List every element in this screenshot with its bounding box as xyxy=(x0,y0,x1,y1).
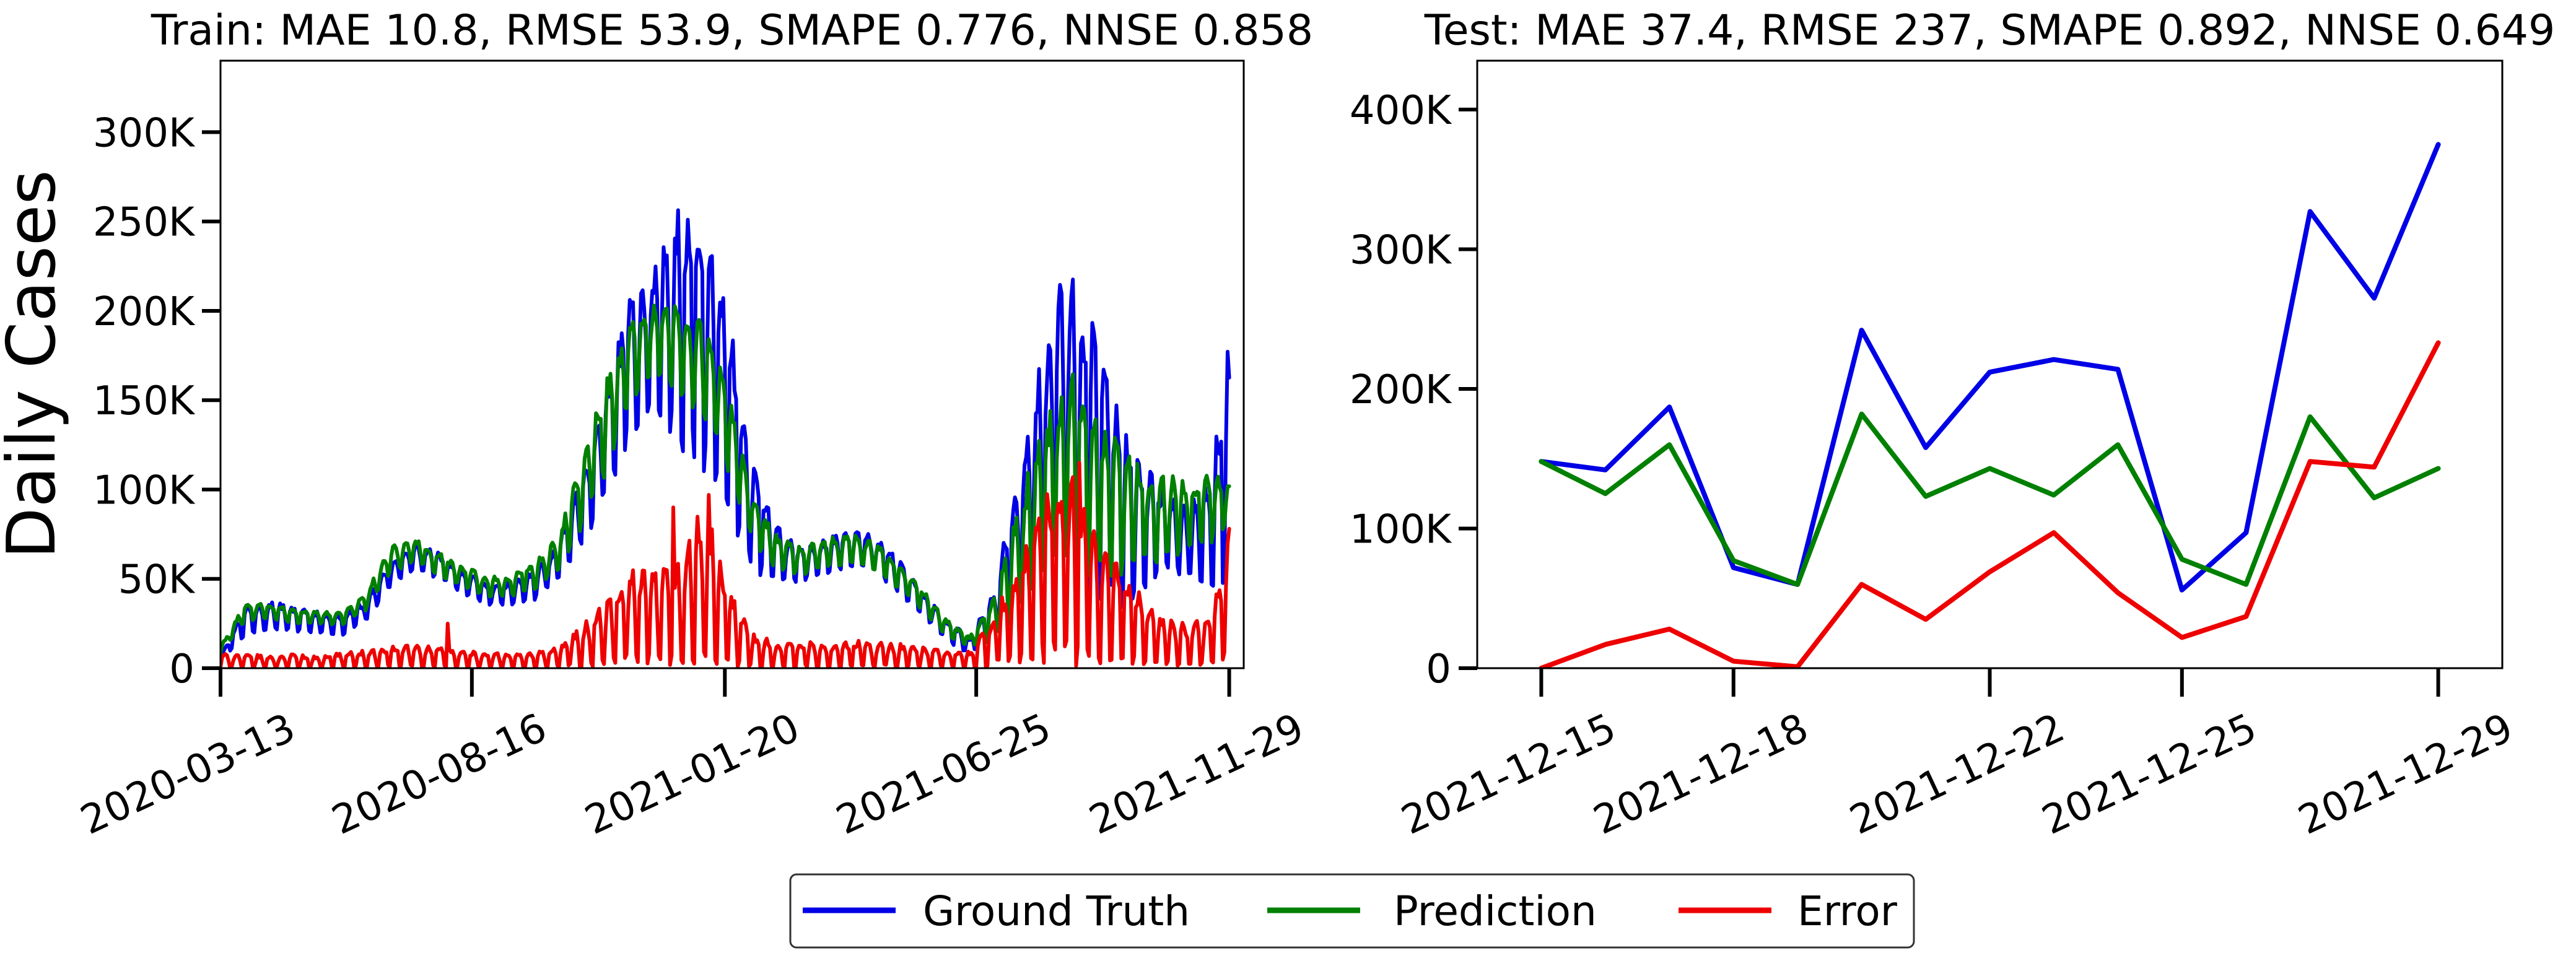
legend-label-prediction: Prediction xyxy=(1394,887,1597,935)
test-ytick-label: 100K xyxy=(1350,507,1452,552)
legend: Ground Truth Prediction Error xyxy=(789,873,1915,949)
test-title: Test: MAE 37.4, RMSE 237, SMAPE 0.892, N… xyxy=(1424,6,2556,55)
train-ytick-label: 100K xyxy=(93,468,196,513)
train-frame xyxy=(219,59,1245,669)
test-xtick-label: 2021-12-18 xyxy=(1587,705,1815,843)
test-ytick-label: 400K xyxy=(1350,88,1452,134)
test-xtick-label: 2021-12-25 xyxy=(2035,705,2263,843)
test-xtick-label: 2021-12-15 xyxy=(1395,705,1623,843)
train-xtick-label: 2021-11-29 xyxy=(1083,705,1311,843)
test-xtick-label: 2021-12-29 xyxy=(2292,705,2520,843)
legend-label-ground-truth: Ground Truth xyxy=(923,887,1190,935)
test-series-layer xyxy=(1539,142,2441,668)
train-series-error xyxy=(220,461,1231,668)
train-ytick-label: 0 xyxy=(169,647,194,692)
train-ytick-label: 250K xyxy=(93,200,196,246)
train-y-axis-label: Daily Cases xyxy=(0,170,71,559)
train-panel: Train: MAE 10.8, RMSE 53.9, SMAPE 0.776,… xyxy=(0,6,1313,844)
train-ytick-label: 150K xyxy=(93,378,196,424)
test-frame xyxy=(1476,59,2504,669)
test-series-prediction xyxy=(1539,411,2441,587)
test-ytick-label: 0 xyxy=(1426,647,1451,692)
train-series-layer xyxy=(220,208,1231,668)
test-ytick-label: 300K xyxy=(1350,227,1452,273)
test-xtick-label: 2021-12-22 xyxy=(1843,705,2071,843)
legend-label-error: Error xyxy=(1797,887,1898,935)
train-title: Train: MAE 10.8, RMSE 53.9, SMAPE 0.776,… xyxy=(151,6,1313,55)
test-ytick-label: 200K xyxy=(1350,367,1452,413)
test-series-error xyxy=(1539,340,2441,668)
train-xtick-label: 2021-06-25 xyxy=(830,705,1058,843)
train-ytick-label: 200K xyxy=(93,289,196,335)
train-ytick-label: 300K xyxy=(93,110,196,156)
test-panel: Test: MAE 37.4, RMSE 237, SMAPE 0.892, N… xyxy=(1350,6,2555,844)
train-series-prediction xyxy=(220,303,1231,656)
train-series-ground-truth xyxy=(220,208,1231,663)
train-xtick-label: 2020-08-16 xyxy=(325,705,553,843)
train-ytick-label: 50K xyxy=(118,557,196,603)
train-xtick-label: 2020-03-13 xyxy=(74,705,302,843)
train-xtick-label: 2021-01-20 xyxy=(579,705,806,843)
test-series-ground-truth xyxy=(1539,142,2441,593)
